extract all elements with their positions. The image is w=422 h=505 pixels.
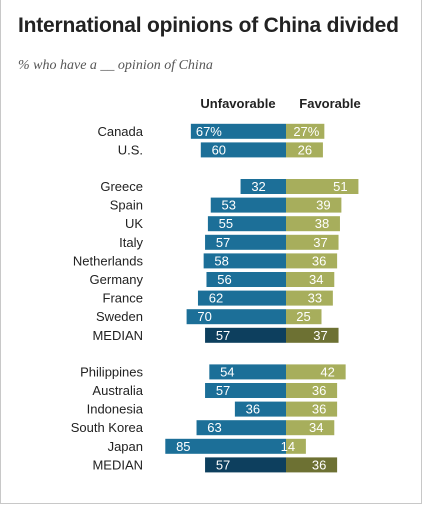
row-label-netherlands: Netherlands bbox=[73, 253, 144, 268]
bar-favorable-indonesia bbox=[286, 401, 338, 417]
row-label-median-2: MEDIAN bbox=[92, 457, 143, 472]
value-unfavorable-indonesia: 36 bbox=[246, 402, 260, 417]
value-favorable-uk: 38 bbox=[315, 216, 329, 231]
column-header-favorable: Favorable bbox=[299, 96, 360, 111]
bar-unfavorable-sweden bbox=[186, 309, 286, 325]
bar-unfavorable-netherlands bbox=[203, 253, 286, 269]
bar-unfavorable-u-s- bbox=[200, 142, 286, 158]
value-unfavorable-sweden: 70 bbox=[197, 309, 211, 324]
bar-favorable-canada bbox=[286, 123, 325, 139]
bar-unfavorable-germany bbox=[206, 272, 286, 287]
row-label-italy: Italy bbox=[119, 235, 143, 250]
value-unfavorable-netherlands: 58 bbox=[214, 253, 228, 268]
bar-favorable-australia bbox=[286, 383, 338, 398]
bar-unfavorable-greece bbox=[240, 179, 286, 194]
row-label-south-korea: South Korea bbox=[71, 420, 144, 435]
bar-favorable-spain bbox=[286, 197, 342, 213]
value-favorable-germany: 34 bbox=[309, 272, 323, 287]
row-label-indonesia: Indonesia bbox=[87, 402, 144, 417]
value-unfavorable-u-s-: 60 bbox=[212, 142, 226, 157]
bar-unfavorable-italy bbox=[205, 234, 286, 250]
value-favorable-greece: 51 bbox=[333, 179, 347, 194]
bar-unfavorable-japan bbox=[165, 438, 286, 454]
value-favorable-spain: 39 bbox=[316, 198, 330, 213]
bar-favorable-sweden bbox=[286, 309, 322, 325]
value-favorable-netherlands: 36 bbox=[312, 253, 326, 268]
chart-subtitle: % who have a __ opinion of China bbox=[18, 58, 213, 73]
value-favorable-south-korea: 34 bbox=[309, 420, 323, 435]
value-unfavorable-spain: 53 bbox=[222, 198, 236, 213]
row-label-spain: Spain bbox=[110, 198, 143, 213]
bar-favorable-u-s- bbox=[286, 142, 323, 158]
bar-favorable-france bbox=[286, 290, 333, 306]
row-label-greece: Greece bbox=[100, 179, 143, 194]
value-unfavorable-median-2: 57 bbox=[216, 457, 230, 472]
bar-favorable-median-2 bbox=[286, 457, 338, 473]
bar-favorable-italy bbox=[286, 234, 339, 250]
value-unfavorable-median-1: 57 bbox=[216, 328, 230, 343]
row-label-canada: Canada bbox=[97, 124, 143, 139]
value-unfavorable-uk: 55 bbox=[219, 216, 233, 231]
bar-favorable-south-korea bbox=[286, 420, 335, 436]
value-unfavorable-canada: 67% bbox=[196, 124, 222, 139]
value-unfavorable-japan: 85 bbox=[176, 439, 190, 454]
bar-favorable-median-1 bbox=[286, 327, 339, 343]
value-favorable-australia: 36 bbox=[312, 383, 326, 398]
bar-favorable-greece bbox=[286, 179, 359, 194]
bar-favorable-philippines bbox=[286, 364, 346, 380]
value-favorable-japan: 14 bbox=[281, 439, 295, 454]
bar-unfavorable-median-2 bbox=[205, 457, 286, 473]
row-label-australia: Australia bbox=[92, 383, 143, 398]
value-unfavorable-italy: 57 bbox=[216, 235, 230, 250]
value-favorable-philippines: 42 bbox=[320, 364, 334, 379]
value-favorable-italy: 37 bbox=[313, 235, 327, 250]
bar-unfavorable-indonesia bbox=[234, 401, 286, 417]
bar-unfavorable-france bbox=[197, 290, 286, 306]
row-label-japan: Japan bbox=[108, 439, 143, 454]
value-unfavorable-france: 62 bbox=[209, 291, 223, 306]
value-favorable-sweden: 25 bbox=[296, 309, 310, 324]
bar-unfavorable-australia bbox=[205, 383, 286, 398]
bar-unfavorable-spain bbox=[210, 197, 286, 213]
bar-unfavorable-median-1 bbox=[205, 327, 286, 343]
row-label-median-1: MEDIAN bbox=[92, 328, 143, 343]
value-unfavorable-australia: 57 bbox=[216, 383, 230, 398]
value-unfavorable-south-korea: 63 bbox=[207, 420, 221, 435]
bar-unfavorable-south-korea bbox=[196, 420, 286, 436]
value-favorable-median-2: 36 bbox=[312, 457, 326, 472]
row-label-sweden: Sweden bbox=[96, 309, 143, 324]
bar-favorable-netherlands bbox=[286, 253, 338, 269]
bar-favorable-uk bbox=[286, 216, 340, 232]
row-label-france: France bbox=[103, 291, 143, 306]
row-label-u-s-: U.S. bbox=[118, 142, 143, 157]
value-unfavorable-philippines: 54 bbox=[220, 364, 234, 379]
bar-unfavorable-canada bbox=[190, 123, 286, 139]
value-favorable-canada: 27% bbox=[293, 124, 319, 139]
chart-title: International opinions of China divided bbox=[18, 14, 399, 37]
row-label-philippines: Philippines bbox=[80, 364, 143, 379]
bar-unfavorable-uk bbox=[207, 216, 286, 232]
bar-unfavorable-philippines bbox=[209, 364, 286, 380]
row-label-uk: UK bbox=[125, 216, 143, 231]
value-unfavorable-germany: 56 bbox=[217, 272, 231, 287]
bar-favorable-germany bbox=[286, 272, 335, 287]
value-favorable-indonesia: 36 bbox=[312, 402, 326, 417]
value-unfavorable-greece: 32 bbox=[251, 179, 265, 194]
value-favorable-france: 33 bbox=[308, 291, 322, 306]
column-header-unfavorable: Unfavorable bbox=[200, 96, 275, 111]
bar-favorable-japan bbox=[286, 438, 306, 454]
value-favorable-u-s-: 26 bbox=[298, 142, 312, 157]
value-favorable-median-1: 37 bbox=[313, 328, 327, 343]
row-label-germany: Germany bbox=[90, 272, 144, 287]
